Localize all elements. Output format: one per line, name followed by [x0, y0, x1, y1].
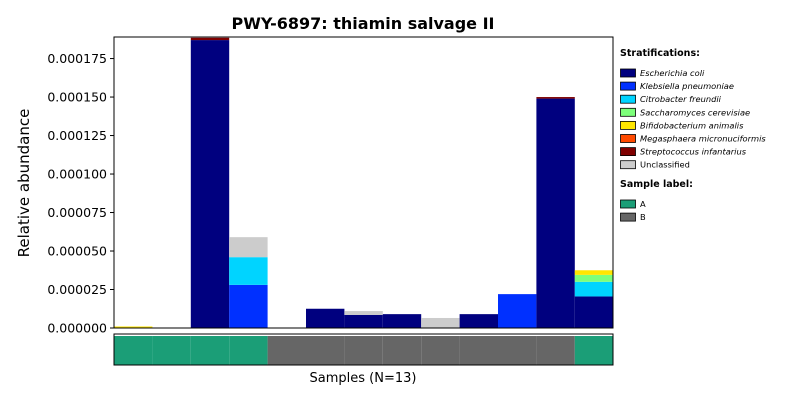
bar-segment — [306, 308, 345, 328]
bar-segment — [344, 311, 383, 315]
legend-swatch — [620, 94, 636, 104]
y-tick-label: 0.000000 — [47, 321, 107, 336]
sample-label-cell — [229, 336, 268, 365]
legend: Stratifications: Escherichia coli Klebsie… — [620, 48, 766, 222]
sample-legend-title: Sample label: — [620, 179, 693, 190]
bar-segment — [574, 281, 614, 297]
sample-label-cell — [306, 336, 345, 365]
bar-segment — [421, 317, 460, 328]
legend-swatch — [620, 134, 636, 143]
legend-entries: Escherichia coli Klebsiella pneumoniae Cit… — [620, 68, 766, 170]
y-tick-label: 0.000150 — [47, 90, 107, 105]
legend-swatch — [620, 121, 636, 130]
legend-swatch — [620, 107, 636, 117]
bar-segment — [498, 294, 537, 328]
bar-segment — [190, 40, 230, 328]
bar-segment — [190, 37, 230, 41]
bar-segment — [574, 274, 614, 282]
sample-label-cell — [498, 336, 537, 365]
sample-label-cell — [421, 336, 460, 365]
bar-segment — [536, 97, 575, 99]
bar-segment — [536, 98, 575, 328]
y-tick-label: 0.000125 — [47, 128, 107, 143]
legend-label: Citrobacter freundii — [640, 94, 722, 104]
legend-label: Streptococcus infantarius — [640, 147, 747, 157]
sample-label-cell — [382, 336, 422, 365]
bar-segment — [574, 270, 614, 275]
legend-label: Bifidobacterium animalis — [640, 120, 744, 130]
bar-segment — [229, 284, 268, 328]
sample-legend-label: B — [640, 212, 646, 222]
bar-segment — [114, 326, 153, 328]
bar-segment — [344, 314, 383, 328]
y-axis-label: Relative abundance — [15, 109, 33, 258]
legend-swatch — [620, 147, 636, 157]
sample-label-cell — [459, 336, 498, 365]
legend-label: Megasphaera micronuciformis — [640, 134, 766, 144]
legend-label: Unclassified — [640, 160, 690, 170]
bar-segment — [459, 314, 498, 328]
bar-segment — [229, 237, 268, 258]
chart-title: PWY-6897: thiamin salvage II — [232, 14, 495, 33]
sample-legend-swatch — [620, 199, 636, 209]
x-axis-label: Samples (N=13) — [310, 371, 417, 386]
y-tick-label: 0.000075 — [47, 205, 107, 220]
sample-label-cell — [344, 336, 383, 365]
y-tick-label: 0.000175 — [47, 51, 107, 66]
legend-swatch — [620, 68, 636, 78]
y-axis-ticks: 0.000000 0.000025 0.000050 0.000075 0.000100… — [47, 51, 114, 336]
bars-layer — [114, 37, 614, 328]
legend-swatch — [620, 81, 636, 91]
bar-segment — [229, 257, 268, 285]
sample-label-cell — [536, 336, 575, 365]
legend-label: Escherichia coli — [640, 68, 705, 78]
sample-label-strip-frame — [113, 333, 614, 366]
legend-label: Klebsiella pneumoniae — [640, 81, 734, 91]
plot-area-frame — [113, 36, 614, 329]
sample-label-cell — [190, 336, 230, 365]
legend-swatch — [620, 160, 636, 170]
bar-segment — [574, 296, 614, 328]
legend-label: Saccharomyces cerevisiae — [640, 107, 750, 117]
sample-label-cell — [267, 336, 306, 365]
sample-legend-entries: AB — [620, 199, 646, 222]
sample-label-cell — [152, 336, 191, 365]
y-tick-label: 0.000025 — [47, 282, 107, 297]
sample-legend-label: A — [640, 199, 646, 209]
legend-title: Stratifications: — [620, 48, 700, 59]
sample-legend-swatch — [620, 212, 636, 222]
sample-label-cell — [574, 336, 614, 365]
y-tick-label: 0.000100 — [47, 167, 107, 182]
bar-segment — [382, 314, 422, 328]
sample-label-cell — [114, 336, 153, 365]
y-tick-label: 0.000050 — [47, 244, 107, 259]
sample-label-strip — [114, 336, 614, 365]
